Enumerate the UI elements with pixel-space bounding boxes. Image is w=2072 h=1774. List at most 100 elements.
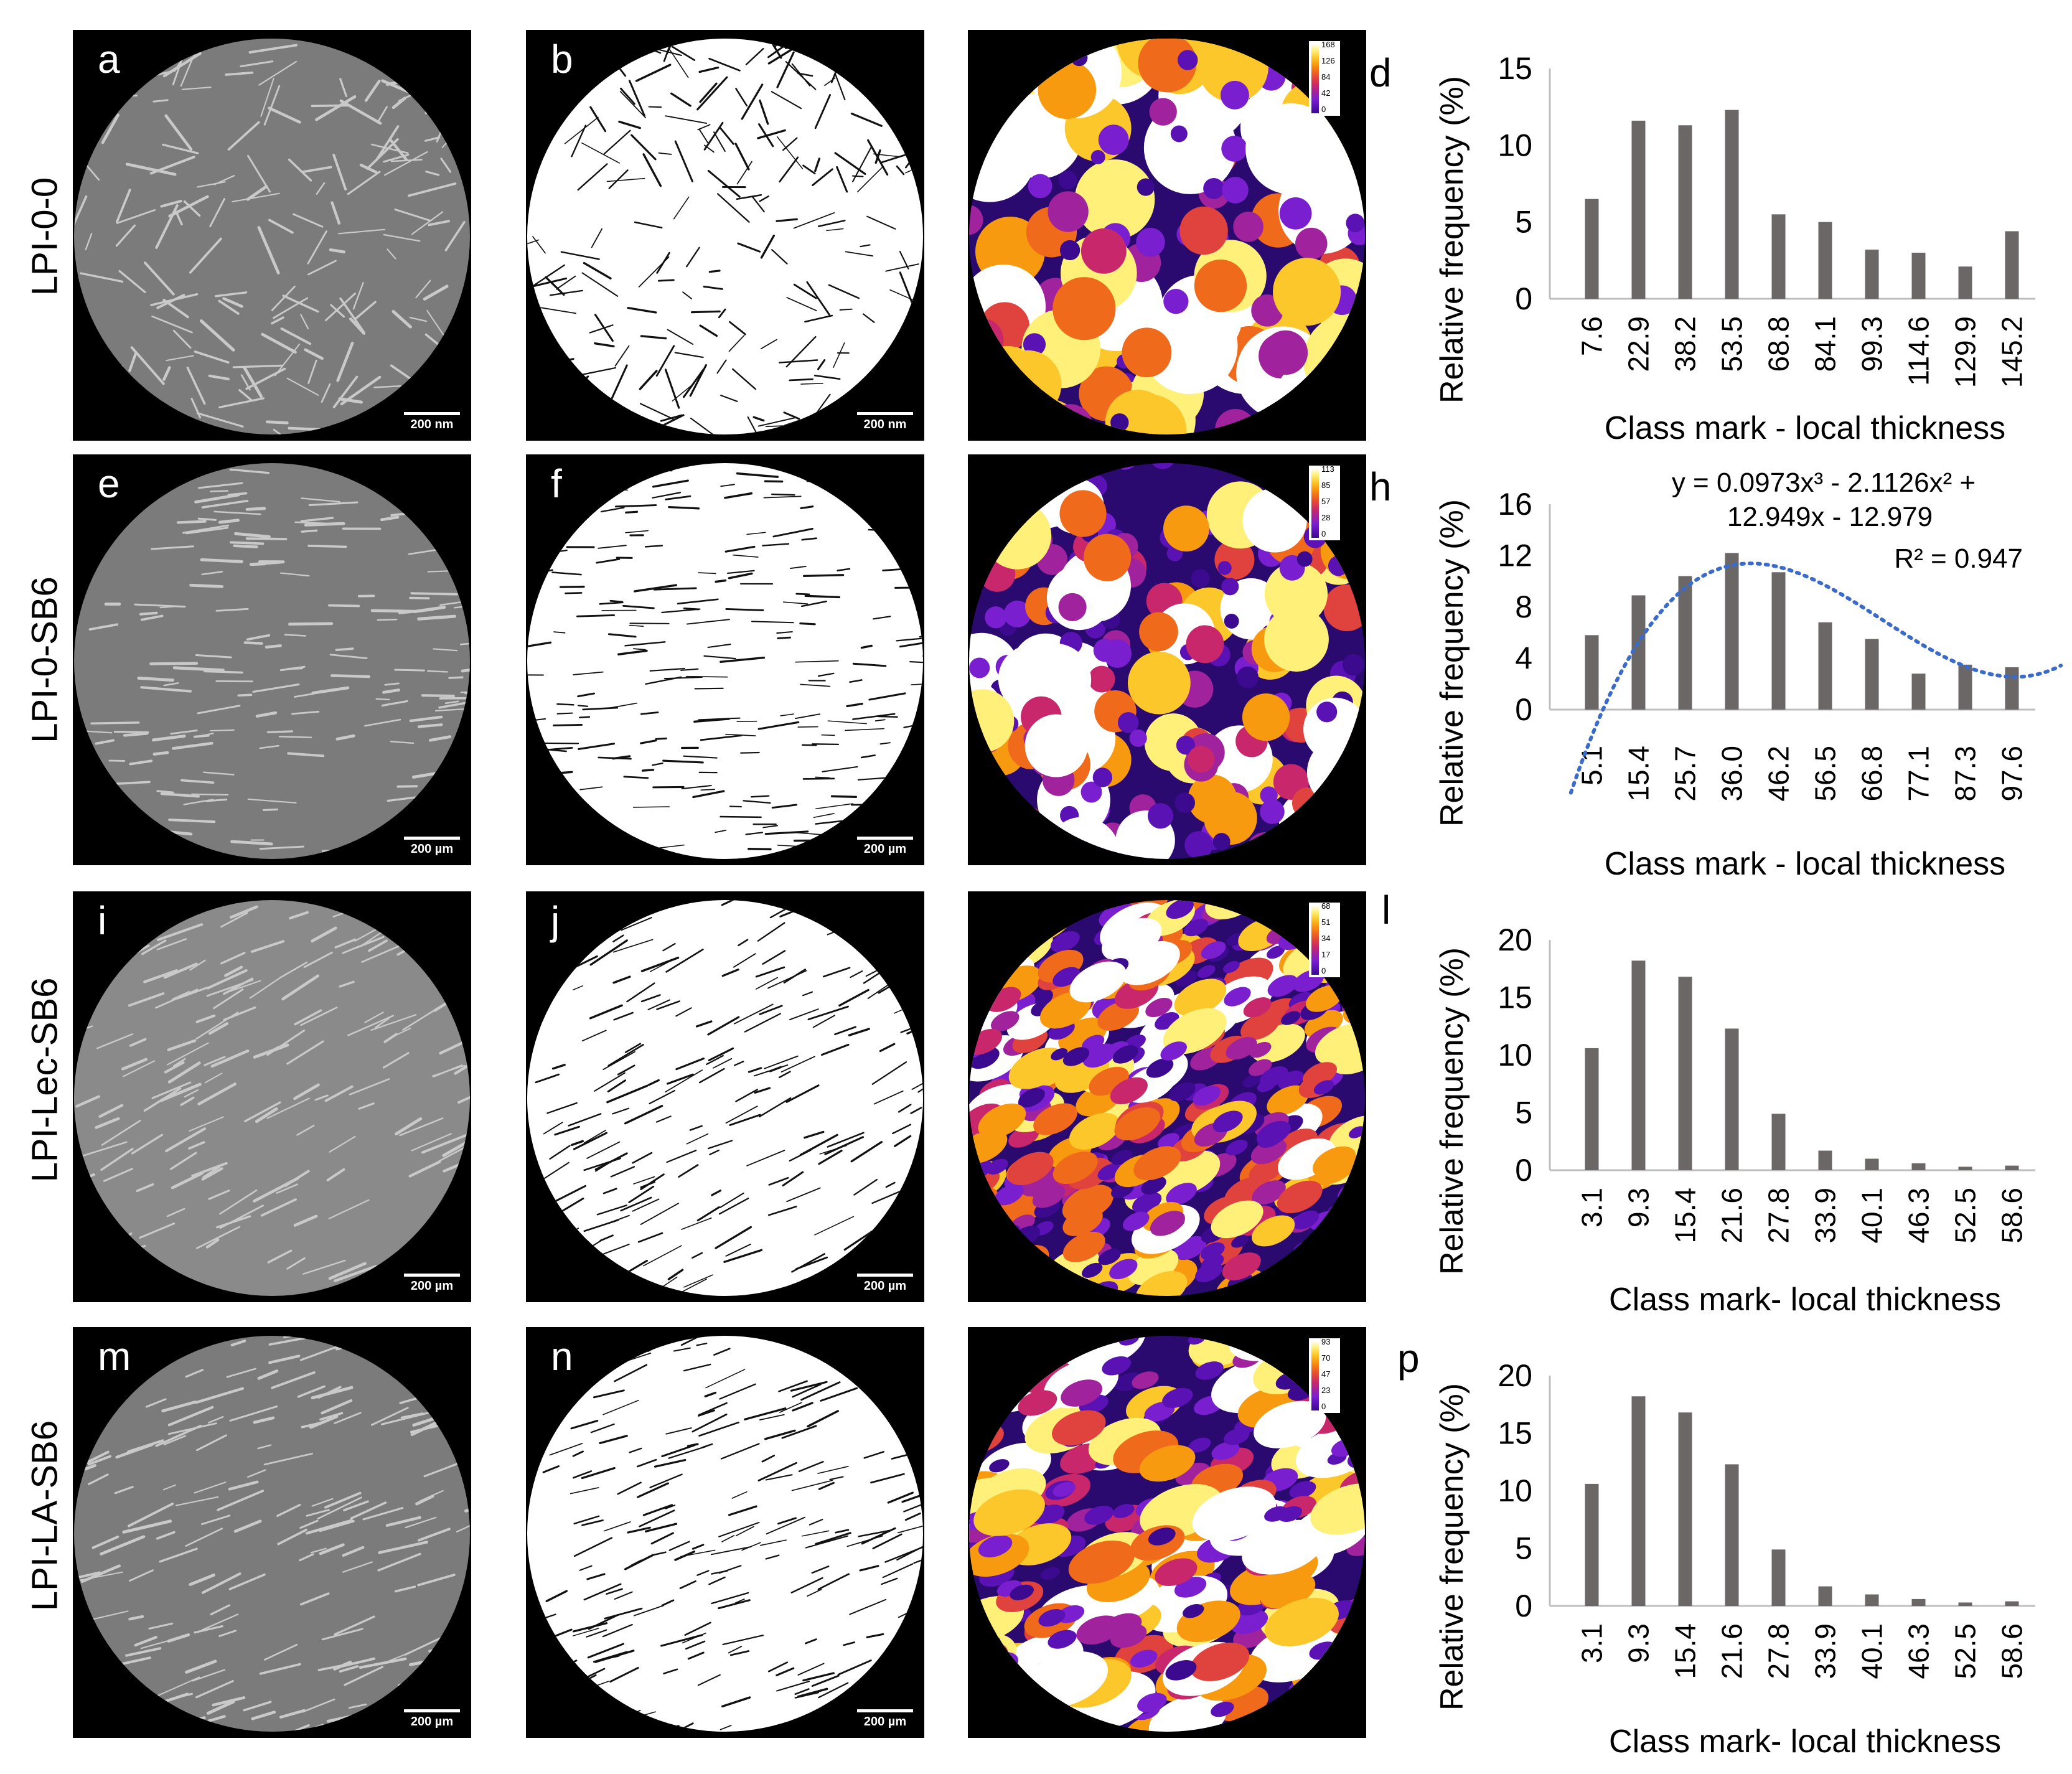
y-tick-label: 0	[1515, 1153, 1532, 1188]
histogram-p: 0 5 10 15 20 3.1 9.3 15.4 21.6 27.8 33.9 40.1 46.3 52…	[1344, 1332, 2060, 1762]
y-tick-label: 12	[1498, 538, 1532, 573]
colorbar-tick: 0	[1321, 529, 1326, 538]
bar-84.1	[1818, 222, 1832, 299]
trendline-equation: y = 0.0973x³ - 2.1126x² +	[1672, 467, 1976, 498]
y-axis-label: Relative frequency (%)	[1434, 1383, 1470, 1711]
colorbar-tick: 126	[1321, 56, 1335, 65]
colorbar-tick: 113	[1321, 464, 1334, 474]
y-tick-label: 5	[1515, 205, 1532, 240]
bar-15.4	[1678, 1412, 1692, 1606]
histogram-l: 0 5 10 15 20 3.1 9.3 15.4 21.6 27.8 33.9 40.1 46.3 52…	[1344, 896, 2060, 1320]
micrograph-panel-a: a 200 nm	[73, 30, 471, 441]
micrograph-panel-j: j 200 µm	[526, 891, 924, 1302]
y-tick-label: 0	[1515, 281, 1532, 316]
histogram-d: 0 5 10 15 7.6 22.9 38.2 53.5 68.8 84.1 99.3 114.6 12…	[1344, 25, 2060, 448]
scale-bar: 200 µm	[404, 837, 460, 856]
scale-bar: 200 µm	[404, 1709, 460, 1729]
panel-letter-m: m	[98, 1334, 131, 1379]
scale-bar: 200 µm	[857, 837, 913, 856]
x-tick-label: 27.8	[1763, 1623, 1795, 1679]
micrograph-image	[74, 1336, 470, 1732]
bar-52.5	[1958, 1602, 1972, 1606]
x-tick-label: 40.1	[1856, 1188, 1888, 1244]
bar-114.6	[1911, 253, 1926, 299]
x-tick-label: 15.4	[1623, 746, 1655, 802]
x-tick-label: 58.6	[1996, 1623, 2028, 1679]
row-label-3: LPI-Lec-SB6	[24, 977, 65, 1183]
scale-bar: 200 µm	[857, 1709, 913, 1729]
x-axis-label: Class mark- local thickness	[1609, 1724, 2001, 1760]
x-tick-label: 3.1	[1576, 1188, 1608, 1227]
bar-46.3	[1911, 1598, 1926, 1606]
colorbar-tick: 93	[1321, 1337, 1330, 1346]
x-tick-label: 9.3	[1623, 1623, 1655, 1663]
micrograph-panel-m: m 200 µm	[73, 1327, 471, 1738]
colorbar-tick: 57	[1321, 497, 1330, 506]
x-tick-label: 5.1	[1576, 746, 1608, 786]
y-tick-label: 0	[1515, 692, 1532, 727]
colorbar-tick: 68	[1321, 901, 1330, 911]
panel-letter-o: o	[993, 1334, 1015, 1379]
panel-letter-e: e	[98, 461, 120, 506]
trendline-equation: 12.949x - 12.979	[1727, 502, 1933, 532]
x-tick-label: 46.3	[1903, 1188, 1935, 1244]
y-tick-label: 15	[1498, 51, 1532, 86]
histogram-h-svg: 0 4 8 12 16 5.1 15.4 25.7 36.0 46.2 56.5 66.8 77.1 87…	[1434, 467, 2063, 882]
x-tick-label: 99.3	[1856, 316, 1888, 372]
y-tick-label: 20	[1498, 922, 1532, 957]
x-tick-label: 84.1	[1809, 316, 1842, 372]
x-tick-label: 33.9	[1809, 1188, 1842, 1244]
x-tick-label: 145.2	[1996, 316, 2028, 388]
bar-33.9	[1818, 1150, 1832, 1170]
colorbar-tick: 51	[1321, 918, 1330, 927]
y-tick-label: 10	[1498, 1038, 1532, 1072]
x-tick-label: 56.5	[1809, 746, 1842, 802]
colorbar-tick: 34	[1321, 934, 1330, 943]
bar-87.3	[1958, 664, 1972, 710]
y-tick-label: 15	[1498, 1416, 1532, 1451]
scale-bar: 200 µm	[404, 1274, 460, 1293]
micrograph-image	[74, 900, 470, 1296]
x-tick-label: 33.9	[1809, 1623, 1842, 1679]
micrograph-image: 93 70 47 23 0	[969, 1336, 1365, 1732]
scale-bar: 200 nm	[404, 412, 460, 432]
panel-letter-i: i	[98, 898, 107, 943]
x-tick-label: 114.6	[1903, 316, 1935, 386]
y-tick-label: 20	[1498, 1358, 1532, 1393]
x-tick-label: 58.6	[1996, 1188, 2028, 1244]
x-tick-label: 21.6	[1716, 1623, 1748, 1679]
x-tick-label: 38.2	[1669, 316, 1702, 372]
bar-58.6	[2005, 1165, 2019, 1170]
x-axis-label: Class mark - local thickness	[1605, 410, 2005, 446]
bar-33.9	[1818, 1586, 1832, 1606]
y-tick-label: 8	[1515, 589, 1532, 624]
scale-bar: 200 nm	[857, 412, 913, 432]
colorbar-tick: 85	[1321, 481, 1330, 490]
micrograph-panel-b: b 200 nm	[526, 30, 924, 441]
y-tick-label: 0	[1515, 1589, 1532, 1623]
y-tick-label: 10	[1498, 128, 1532, 162]
x-tick-label: 15.4	[1669, 1188, 1702, 1244]
panel-letter-n: n	[551, 1334, 573, 1379]
x-tick-label: 25.7	[1669, 746, 1702, 802]
panel-letter-c: c	[993, 37, 1013, 82]
y-tick-label: 5	[1515, 1096, 1532, 1130]
bar-3.1	[1585, 1048, 1599, 1170]
colorbar-tick: 0	[1321, 1402, 1326, 1411]
y-axis-label: Relative frequency (%)	[1434, 499, 1470, 827]
bar-66.8	[1865, 639, 1879, 710]
colorbar-tick: 23	[1321, 1386, 1330, 1395]
bar-27.8	[1771, 1114, 1786, 1170]
micrograph-panel-c: 168 126 84 42 0 c	[968, 30, 1366, 441]
x-tick-label: 3.1	[1576, 1623, 1608, 1663]
y-axis-label: Relative frequency (%)	[1434, 76, 1470, 403]
x-tick-label: 77.1	[1903, 746, 1935, 802]
bar-53.5	[1725, 110, 1739, 299]
colorbar-tick: 42	[1321, 88, 1330, 98]
bar-97.6	[2005, 667, 2019, 710]
bar-40.1	[1865, 1158, 1879, 1170]
y-tick-label: 5	[1515, 1531, 1532, 1566]
bar-58.6	[2005, 1601, 2019, 1606]
histogram-d-svg: 0 5 10 15 7.6 22.9 38.2 53.5 68.8 84.1 99.3 114.6 12…	[1434, 51, 2035, 446]
bar-21.6	[1725, 1028, 1739, 1170]
